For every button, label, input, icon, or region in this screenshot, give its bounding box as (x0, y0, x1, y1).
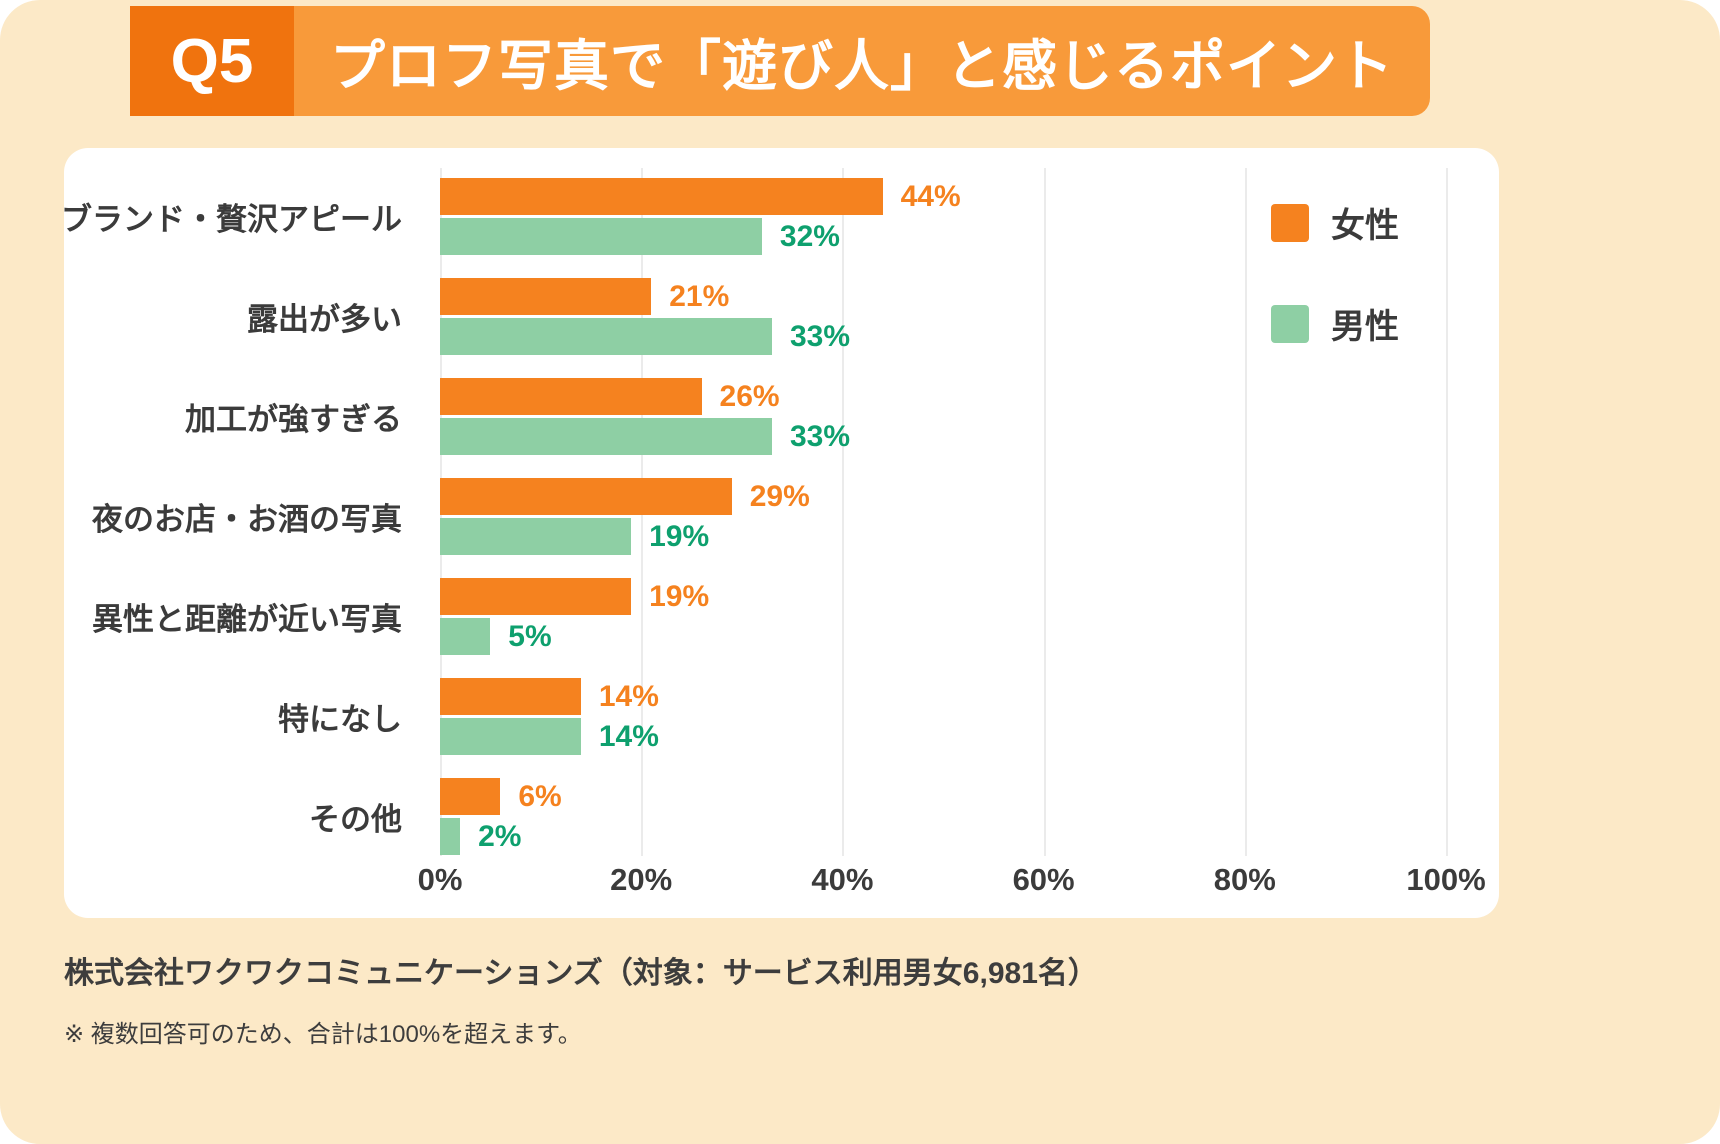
value-label: 21% (669, 279, 730, 313)
legend-label-male: 男性 (1331, 308, 1399, 346)
footnote-text: ※ 複数回答可のため、合計は100%を超えます。 (64, 1021, 582, 1048)
value-label: 29% (749, 479, 810, 513)
bar-male (440, 718, 581, 755)
plot-area: 0% 20% 40% 60% 80% 100% ブランド・贅沢アピール 44% 32% 露出が多い… (61, 148, 1499, 918)
value-label: 2% (478, 819, 522, 853)
bar-female (440, 678, 581, 715)
value-label: 44% (900, 179, 961, 213)
bar-female (440, 378, 702, 415)
x-axis-tick: 100% (1406, 862, 1486, 897)
legend-label-female: 女性 (1331, 207, 1399, 245)
bar-female (440, 178, 883, 215)
value-label: 6% (518, 779, 562, 813)
gridline (1043, 168, 1046, 856)
legend-item-female: 女性 (1271, 198, 1399, 247)
page-title: プロフ写真で「遊び人」と感じるポイント (294, 6, 1430, 116)
category-label: その他 (309, 802, 402, 837)
chart-card: 0% 20% 40% 60% 80% 100% ブランド・贅沢アピール 44% 32% 露出が多い… (61, 148, 1499, 918)
gridline (1244, 168, 1247, 856)
value-label: 19% (649, 519, 710, 553)
category-label: 異性と距離が近い写真 (92, 602, 402, 637)
category-label: 露出が多い (247, 302, 402, 337)
legend-item-male: 男性 (1271, 299, 1399, 348)
bar-male (440, 318, 772, 355)
bar-female (440, 578, 632, 615)
value-label: 33% (789, 419, 851, 453)
bar-male (440, 518, 632, 555)
value-label: 14% (598, 679, 659, 713)
legend-swatch-female (1271, 203, 1309, 242)
bar-male (440, 418, 772, 455)
gridline (842, 168, 845, 856)
category-label: 夜のお店・お酒の写真 (92, 502, 402, 537)
bar-female (440, 478, 732, 515)
x-axis-tick: 80% (1213, 862, 1276, 897)
category-label: 特になし (278, 702, 402, 737)
gridline (1446, 168, 1448, 856)
value-label: 5% (508, 619, 552, 653)
question-number-badge: Q5 (130, 6, 294, 116)
value-label: 32% (779, 219, 840, 253)
value-label: 19% (649, 579, 710, 613)
bar-male (440, 218, 762, 255)
bar-female (440, 778, 501, 815)
value-label: 26% (719, 379, 780, 413)
x-axis-tick: 60% (1012, 862, 1075, 897)
category-label: 加工が強すぎる (185, 402, 402, 437)
bar-male (440, 818, 461, 855)
chart-legend: 女性 男性 (1271, 198, 1399, 348)
x-axis-tick: 0% (417, 862, 463, 897)
source-text: 株式会社ワクワクコミュニケーションズ（対象：サービス利用男女6,981名） (64, 957, 1098, 990)
header: Q5 プロフ写真で「遊び人」と感じるポイント (130, 6, 1430, 116)
x-axis-tick: 20% (610, 862, 673, 897)
category-label: ブランド・贅沢アピール (61, 202, 402, 237)
legend-swatch-male (1271, 304, 1309, 343)
value-label: 14% (598, 719, 659, 753)
value-label: 33% (789, 319, 851, 353)
bar-male (440, 618, 491, 655)
bar-female (440, 278, 652, 315)
x-axis-tick: 40% (811, 862, 874, 897)
